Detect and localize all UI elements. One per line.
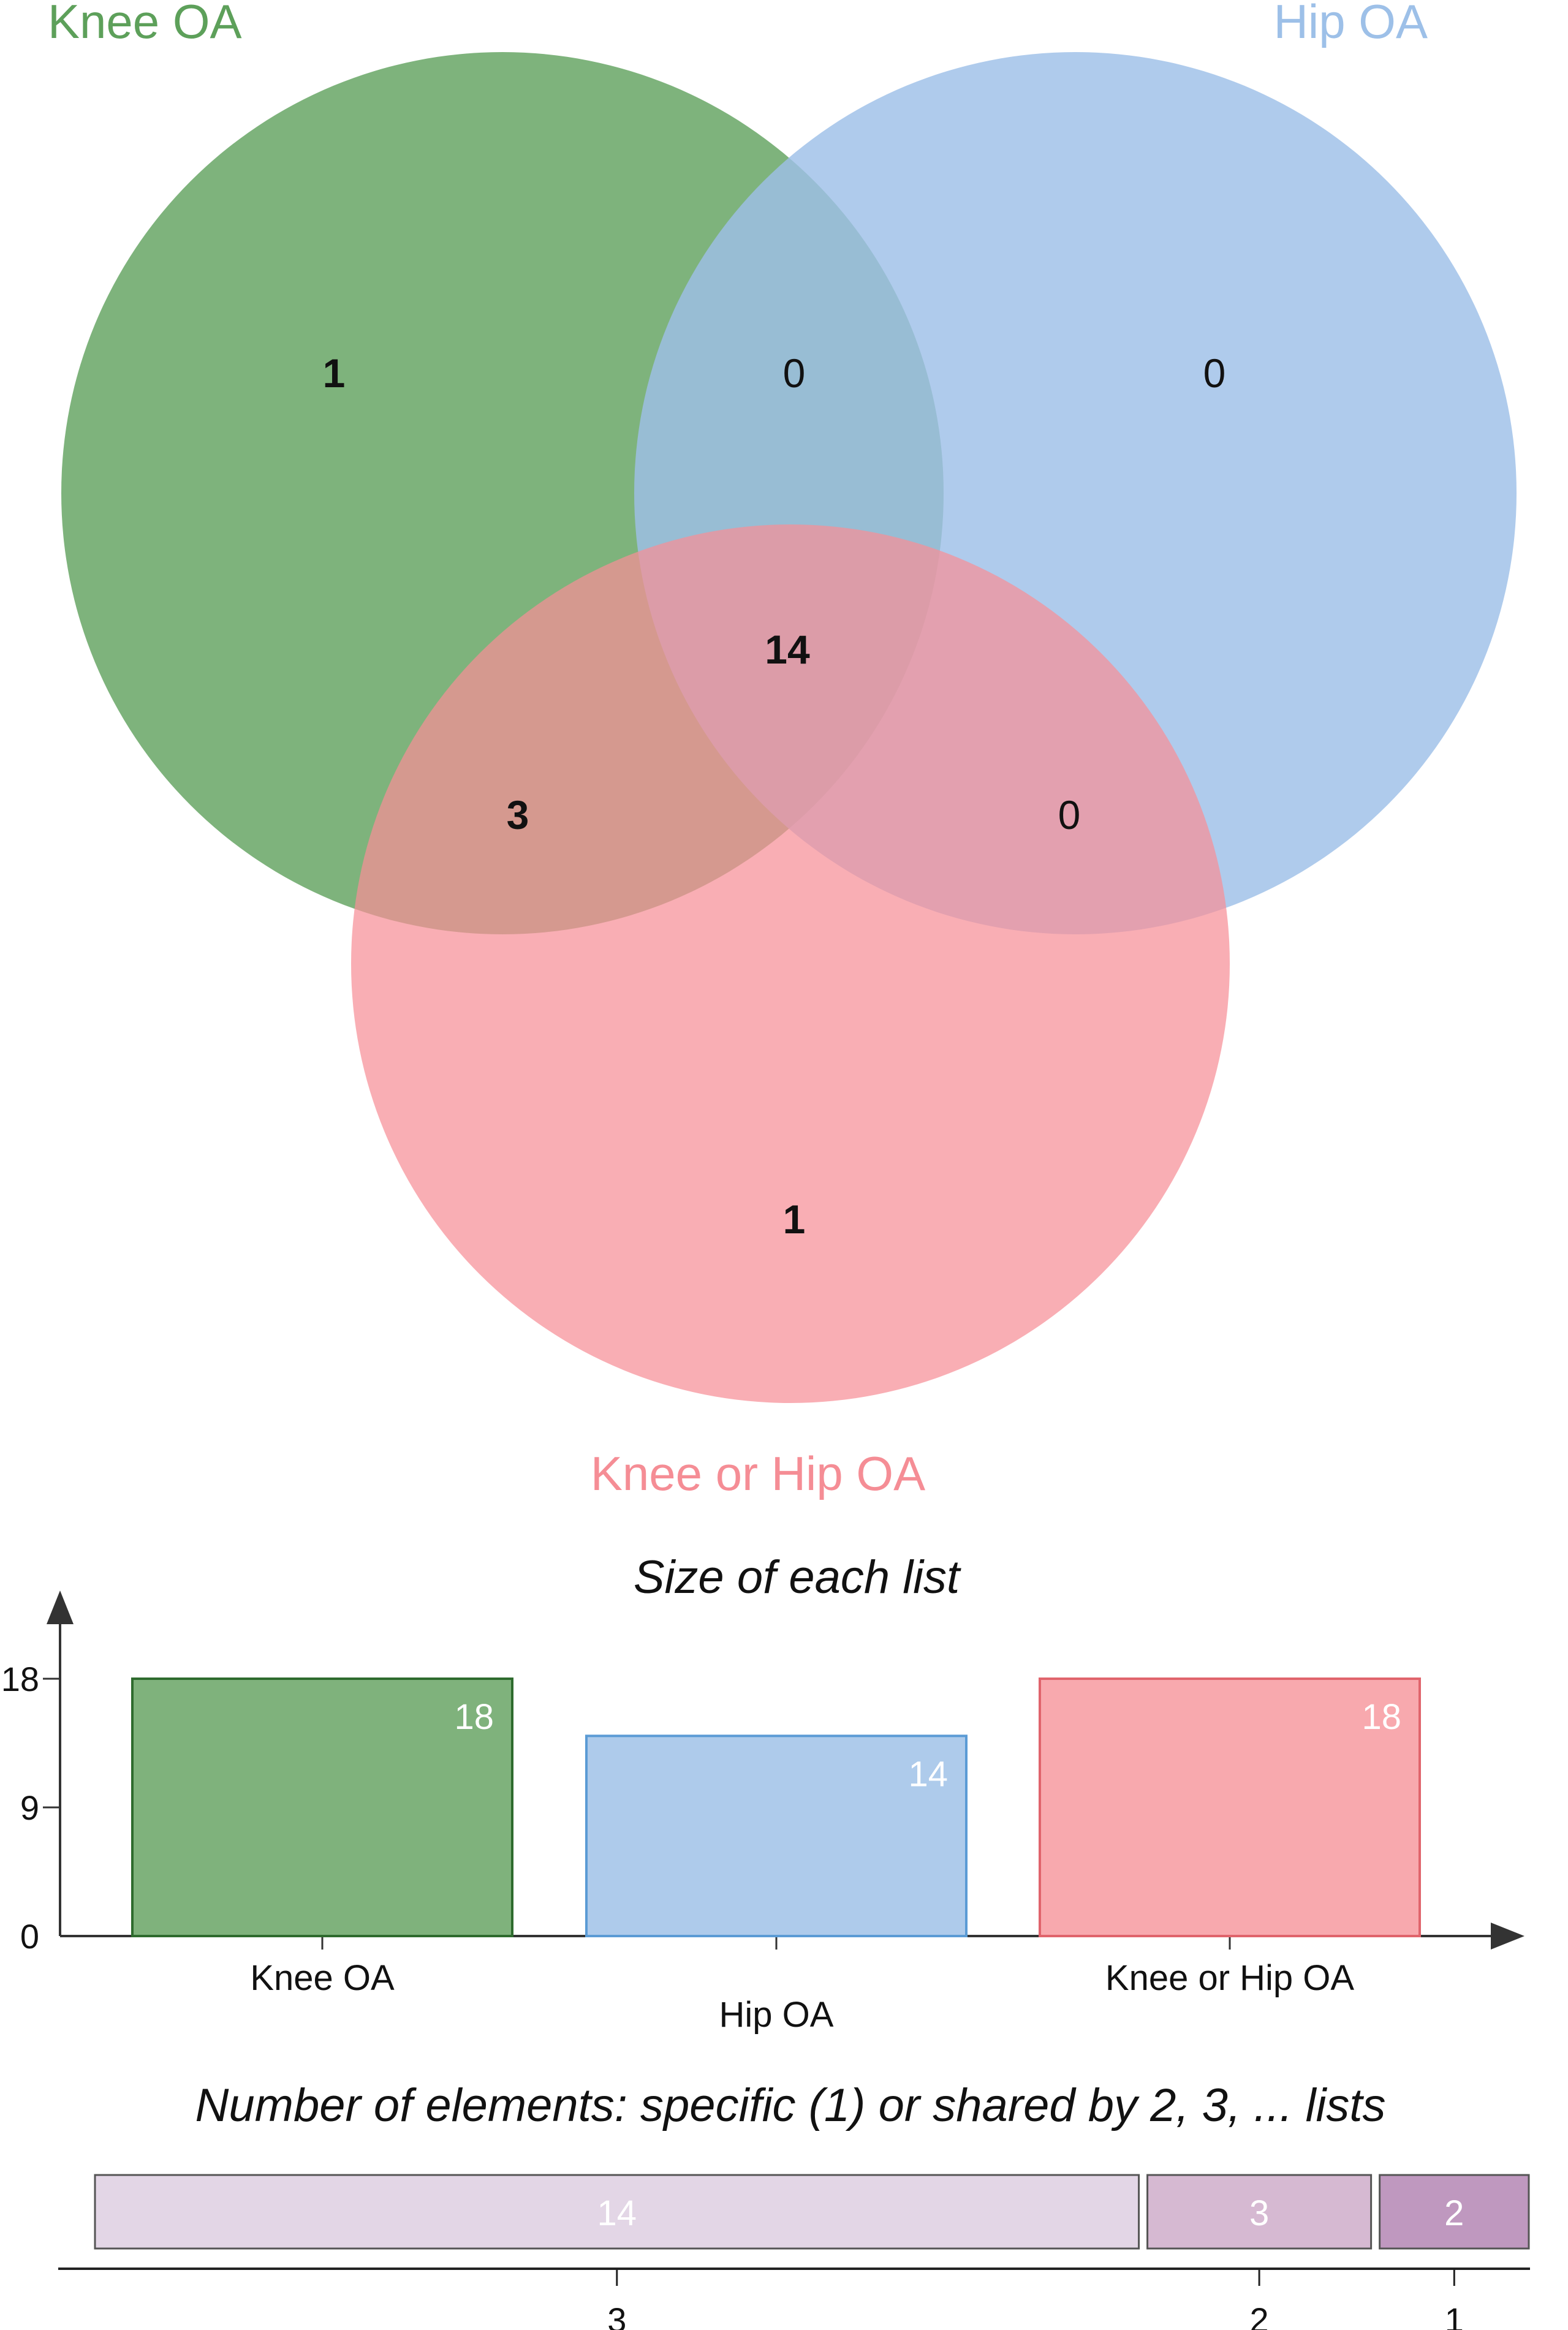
bar [1039,1678,1421,1937]
bar-value-label: 14 [908,1754,948,1794]
y-tick-label: 9 [20,1788,39,1827]
region-count-hip-kneehip: 0 [1058,792,1081,838]
y-tick-label: 18 [1,1660,39,1698]
list-size-chart: Size of each list 0 9 18 Knee OA Hip OA Knee … [1,1551,1524,2035]
region-count-knee-kneehip: 3 [507,792,529,838]
set-title-knee: Knee OA [48,0,242,48]
region-count-knee-hip: 0 [783,350,806,396]
shared-elements-bars: 14 3 3 2 2 1 [58,2174,1530,2330]
bar [131,1678,513,1937]
bar [585,1734,968,1937]
shared-by-label: 2 [1250,2301,1269,2330]
list-size-bars: 18 14 18 [131,1678,1421,1937]
region-count-kneehip-only: 1 [783,1197,806,1242]
shared-elements-chart: Number of elements: specific (1) or shar… [58,2079,1530,2330]
stacked-segment [1146,2174,1373,2250]
x-category-label: Knee or Hip OA [1105,1958,1355,1998]
x-category-label: Knee OA [250,1958,395,1998]
segment-value-label: 14 [597,2193,637,2233]
set-title-knee-or-hip: Knee or Hip OA [591,1447,925,1500]
x-axis-arrow [1491,1923,1524,1950]
venn-circle-knee-or-hip [351,524,1230,1403]
region-count-hip-only: 0 [1203,350,1226,396]
set-title-hip: Hip OA [1274,0,1428,48]
shared-elements-chart-title: Number of elements: specific (1) or shar… [195,2079,1386,2131]
shared-by-label: 3 [607,2301,626,2330]
stacked-segment [1379,2174,1530,2250]
venn-diagram: Knee OA Hip OA Knee or Hip OA 1 0 0 14 3… [48,0,1517,1500]
bar-value-label: 18 [454,1697,494,1737]
shared-by-label: 1 [1445,2301,1464,2330]
bar-value-label: 18 [1362,1697,1401,1737]
x-category-label: Hip OA [719,1995,834,2035]
list-size-axes: 0 9 18 Knee OA Hip OA Knee or Hip OA [1,1591,1524,2035]
stacked-segment [94,2174,1140,2250]
y-tick-label: 0 [20,1917,39,1956]
segment-value-label: 3 [1249,2193,1269,2233]
region-count-all-three: 14 [765,627,810,672]
region-count-knee-only: 1 [323,350,346,396]
y-axis-arrow [47,1591,74,1624]
segment-value-label: 2 [1444,2193,1464,2233]
list-size-chart-title: Size of each list [634,1551,961,1603]
